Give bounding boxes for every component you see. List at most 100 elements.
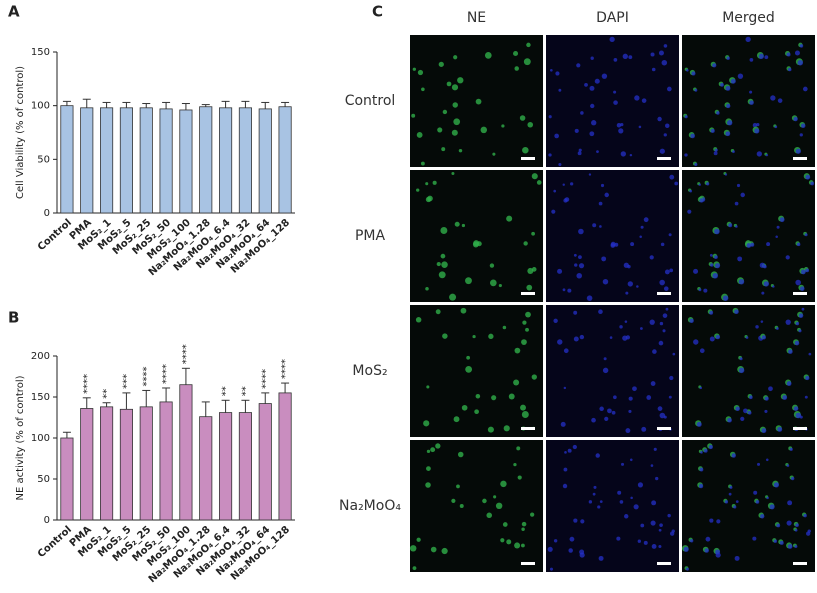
- cell-dot: [460, 307, 467, 314]
- scale-bar: [793, 427, 807, 430]
- nucleus-dot: [788, 349, 793, 354]
- column-header: NE: [467, 10, 486, 26]
- nucleus-dot: [777, 98, 783, 103]
- nucleus-dot: [807, 529, 811, 533]
- micrograph: [682, 170, 815, 302]
- row-label: MoS₂: [352, 363, 387, 379]
- nucleus-dot: [738, 367, 745, 374]
- nucleus-dot: [614, 242, 619, 247]
- nucleus-dot: [589, 85, 595, 91]
- nucleus-dot: [669, 268, 674, 273]
- nucleus-dot: [657, 406, 663, 411]
- nucleus-dot: [797, 59, 804, 66]
- nucleus-dot: [793, 116, 798, 122]
- nucleus-dot: [624, 514, 629, 519]
- nucleus-dot: [763, 281, 769, 287]
- nucleus-dot: [598, 555, 604, 561]
- nucleus-dot: [658, 340, 664, 346]
- nucleus-dot: [588, 173, 592, 176]
- y-tick-label: 50: [37, 474, 50, 485]
- nucleus-dot: [602, 278, 609, 285]
- nucleus-dot: [650, 464, 654, 467]
- cell-dot: [440, 253, 446, 259]
- nucleus-dot: [669, 375, 674, 381]
- scale-bar: [657, 292, 671, 295]
- nucleus-dot: [715, 334, 721, 340]
- nucleus-dot: [643, 217, 649, 223]
- nucleus-dot: [601, 256, 607, 262]
- nucleus-dot: [567, 288, 572, 293]
- nucleus-dot: [756, 151, 762, 157]
- nucleus-dot: [716, 519, 721, 524]
- cell-dot: [456, 484, 460, 489]
- nucleus-dot: [653, 447, 657, 451]
- nucleus-dot: [659, 148, 665, 154]
- cell-dot: [517, 475, 522, 480]
- cell-dot: [451, 129, 458, 136]
- cell-dot: [451, 498, 456, 503]
- bar: [219, 107, 233, 214]
- nucleus-dot: [640, 225, 644, 229]
- nucleus-dot: [785, 319, 791, 325]
- nucleus-dot: [651, 500, 657, 506]
- nucleus-dot: [554, 133, 559, 139]
- nucleus-dot: [567, 448, 572, 453]
- nucleus-dot: [683, 546, 689, 552]
- nucleus-dot: [628, 55, 633, 60]
- cell-dot: [425, 287, 429, 291]
- cell-dot: [409, 545, 417, 552]
- nucleus-dot: [796, 242, 801, 247]
- nucleus-dot: [570, 182, 574, 186]
- nucleus-dot: [655, 476, 659, 481]
- significance: ****: [280, 359, 291, 379]
- cell-dot: [522, 146, 529, 154]
- bar: [119, 107, 133, 214]
- nucleus-dot: [734, 309, 739, 315]
- nucleus-dot: [785, 255, 790, 260]
- nucleus-dot: [700, 451, 703, 454]
- nucleus-dot: [804, 233, 808, 237]
- nucleus-dot: [808, 352, 812, 356]
- nucleus-dot: [639, 235, 642, 239]
- nucleus-dot: [779, 217, 785, 223]
- nucleus-dot: [576, 63, 581, 68]
- micrograph: [546, 35, 679, 167]
- nucleus-dot: [598, 309, 603, 315]
- nucleus-dot: [577, 151, 582, 156]
- nucleus-dot: [735, 225, 738, 228]
- nucleus-dot: [669, 174, 675, 180]
- scale-bar: [521, 562, 535, 565]
- nucleus-dot: [580, 519, 585, 524]
- nucleus-dot: [650, 381, 656, 386]
- cell-dot: [457, 77, 464, 84]
- nucleus-dot: [609, 336, 613, 339]
- nucleus-dot: [627, 281, 633, 287]
- nucleus-dot: [732, 150, 735, 154]
- nucleus-dot: [705, 536, 711, 542]
- nucleus-dot: [629, 153, 633, 157]
- nucleus-dot: [649, 319, 655, 325]
- scale-bar: [793, 157, 807, 160]
- nucleus-dot: [691, 71, 696, 76]
- nucleus-dot: [724, 173, 728, 176]
- cell-dot: [446, 81, 452, 87]
- y-tick-label: 200: [31, 351, 50, 362]
- cell-dot: [459, 503, 464, 508]
- nucleus-dot: [574, 128, 579, 133]
- nucleus-dot: [704, 548, 709, 553]
- nucleus-dot: [799, 286, 805, 291]
- nucleus-dot: [713, 151, 718, 156]
- nucleus-dot: [761, 428, 767, 434]
- cell-dot: [502, 522, 508, 527]
- nucleus-dot: [668, 233, 672, 237]
- bar: [60, 437, 74, 521]
- bar: [80, 107, 94, 214]
- nucleus-dot: [658, 544, 662, 549]
- nucleus-dot: [548, 153, 552, 157]
- cell-dot: [500, 480, 507, 488]
- bar: [159, 108, 173, 214]
- nucleus-dot: [698, 183, 701, 186]
- cell-dot: [425, 196, 432, 203]
- nucleus-dot: [773, 539, 777, 543]
- nucleus-dot: [584, 83, 588, 87]
